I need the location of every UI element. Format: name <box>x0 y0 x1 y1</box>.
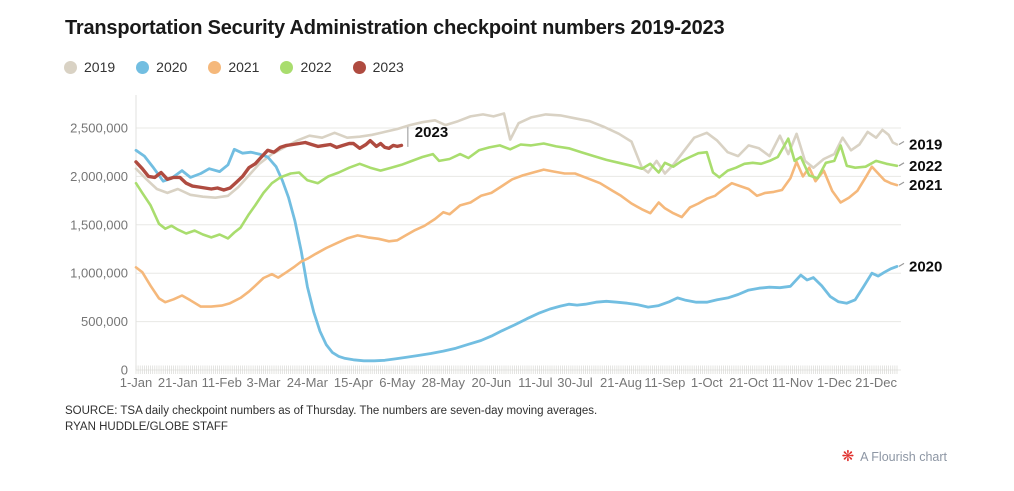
svg-text:28-May: 28-May <box>422 375 466 390</box>
chart-plot-area[interactable]: 0 500,000 1,000,000 1,500,000 2,000,000 2,500… <box>0 0 1014 420</box>
svg-text:21-Oct: 21-Oct <box>729 375 768 390</box>
legend-swatch-2021-icon <box>208 60 222 74</box>
svg-text:11-Feb: 11-Feb <box>202 375 242 390</box>
series-line-2019[interactable] <box>134 112 899 199</box>
annotation-label-2023: 2023 <box>415 124 448 141</box>
legend-item-2019[interactable]: 2019 <box>64 59 115 75</box>
x-axis-labels: 1-Jan 21-Jan 11-Feb 3-Mar 24-Mar 15-Apr 6-May 2… <box>120 375 898 390</box>
svg-text:21-Dec: 21-Dec <box>855 375 897 390</box>
series-line-2021[interactable] <box>134 160 899 308</box>
svg-text:11-Nov: 11-Nov <box>772 375 813 390</box>
series-line-2022[interactable] <box>134 137 899 240</box>
flourish-logo-icon: ❋ <box>841 448 855 465</box>
svg-text:21-Aug: 21-Aug <box>600 375 642 390</box>
y-axis-labels: 0 500,000 1,000,000 1,500,000 2,000,000 2,500… <box>70 121 128 378</box>
end-label-leader <box>898 262 905 267</box>
svg-text:1-Jan: 1-Jan <box>120 375 153 390</box>
svg-text:3-Mar: 3-Mar <box>247 375 282 390</box>
svg-text:11-Sep: 11-Sep <box>644 375 685 390</box>
end-label-leader <box>898 181 905 186</box>
legend: 2019 2020 2021 2022 2023 <box>64 59 404 75</box>
svg-text:1-Oct: 1-Oct <box>691 375 723 390</box>
flourish-attribution-link[interactable]: A Flourish chart <box>860 449 947 464</box>
svg-text:24-Mar: 24-Mar <box>287 375 329 390</box>
legend-label-2022: 2022 <box>300 59 332 75</box>
legend-item-2020[interactable]: 2020 <box>136 59 187 75</box>
svg-text:15-Apr: 15-Apr <box>334 375 374 390</box>
end-label-2022: 2022 <box>909 158 942 175</box>
legend-swatch-2019-icon <box>64 60 77 74</box>
flourish-attribution: ❋ A Flourish chart <box>842 449 947 464</box>
end-label-2019: 2019 <box>909 137 942 154</box>
end-label-2021: 2021 <box>909 177 942 194</box>
svg-text:2,500,000: 2,500,000 <box>70 121 128 136</box>
svg-text:20-Jun: 20-Jun <box>472 375 512 390</box>
svg-text:1,500,000: 1,500,000 <box>70 217 128 232</box>
svg-text:1,000,000: 1,000,000 <box>70 266 128 281</box>
svg-text:6-May: 6-May <box>379 375 416 390</box>
chart-title: Transportation Security Administration c… <box>65 17 725 39</box>
legend-swatch-2020-icon <box>136 60 150 74</box>
svg-text:11-Jul: 11-Jul <box>518 375 553 390</box>
legend-swatch-2022-icon <box>280 60 294 74</box>
credit-line: RYAN HUDDLE/GLOBE STAFF <box>65 421 228 433</box>
svg-text:500,000: 500,000 <box>81 314 128 329</box>
svg-text:1-Dec: 1-Dec <box>817 375 852 390</box>
svg-text:21-Jan: 21-Jan <box>158 375 198 390</box>
legend-label-2020: 2020 <box>156 59 188 75</box>
legend-label-2023: 2023 <box>372 59 404 75</box>
source-note: SOURCE: TSA daily checkpoint numbers as … <box>65 403 597 435</box>
svg-text:30-Jul: 30-Jul <box>557 375 593 390</box>
source-line: SOURCE: TSA daily checkpoint numbers as … <box>65 405 598 417</box>
svg-text:0: 0 <box>121 363 128 378</box>
gridlines <box>135 95 901 371</box>
end-label-leader <box>898 140 905 146</box>
legend-item-2023[interactable]: 2023 <box>352 59 404 75</box>
legend-swatch-2023-icon <box>352 60 366 74</box>
end-label-leader <box>898 162 905 167</box>
legend-item-2021[interactable]: 2021 <box>208 59 259 75</box>
series-line-2023[interactable] <box>134 138 404 192</box>
legend-item-2022[interactable]: 2022 <box>280 59 332 75</box>
legend-label-2019: 2019 <box>84 59 116 75</box>
end-label-2020: 2020 <box>909 258 942 275</box>
svg-text:2,000,000: 2,000,000 <box>70 169 128 184</box>
series-line-2020[interactable] <box>134 147 899 363</box>
legend-label-2021: 2021 <box>228 59 260 75</box>
axis-minor-ticks <box>135 365 898 374</box>
